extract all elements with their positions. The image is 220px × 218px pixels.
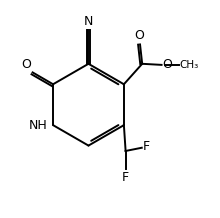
Text: O: O xyxy=(134,29,144,42)
Text: F: F xyxy=(122,171,129,184)
Text: O: O xyxy=(163,58,172,71)
Text: NH: NH xyxy=(29,119,48,132)
Text: CH₃: CH₃ xyxy=(180,60,199,70)
Text: O: O xyxy=(21,58,31,71)
Text: N: N xyxy=(84,15,93,28)
Text: F: F xyxy=(143,140,150,153)
